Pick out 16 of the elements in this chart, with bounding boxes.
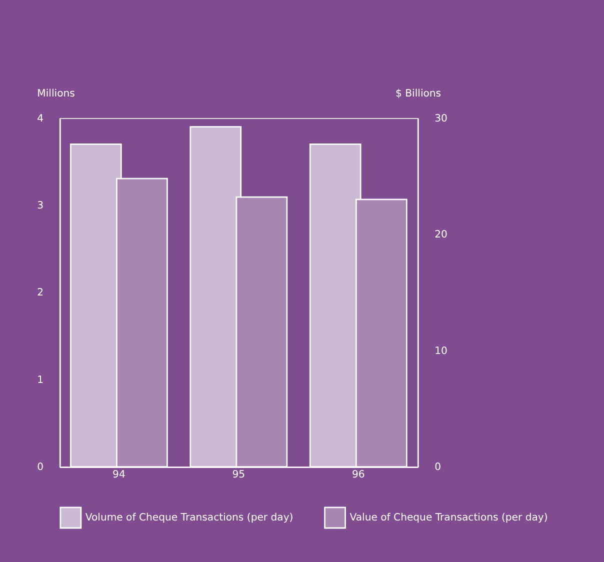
y2-tick-label: 20: [434, 230, 448, 241]
y-tick-label: 3: [37, 200, 44, 212]
y-tick-label: 0: [37, 462, 44, 474]
legend-label: Volume of Cheque Transactions (per day): [85, 512, 294, 524]
y2-tick-label: 30: [434, 113, 448, 124]
x-tick-label: 94: [112, 469, 126, 480]
y-tick-label: 4: [37, 113, 44, 124]
y2-tick-label: 10: [434, 346, 448, 357]
y-tick-label: 2: [37, 288, 44, 299]
x-tick-label: 95: [232, 469, 246, 480]
x-tick-label: 96: [352, 469, 365, 480]
y2-axis-title: $ Billions: [396, 88, 442, 100]
y-tick-label: 1: [37, 374, 44, 386]
legend-label: Value of Cheque Transactions (per day): [350, 512, 548, 524]
y-axis-title: Millions: [37, 88, 75, 100]
y2-tick-label: 0: [434, 462, 442, 474]
